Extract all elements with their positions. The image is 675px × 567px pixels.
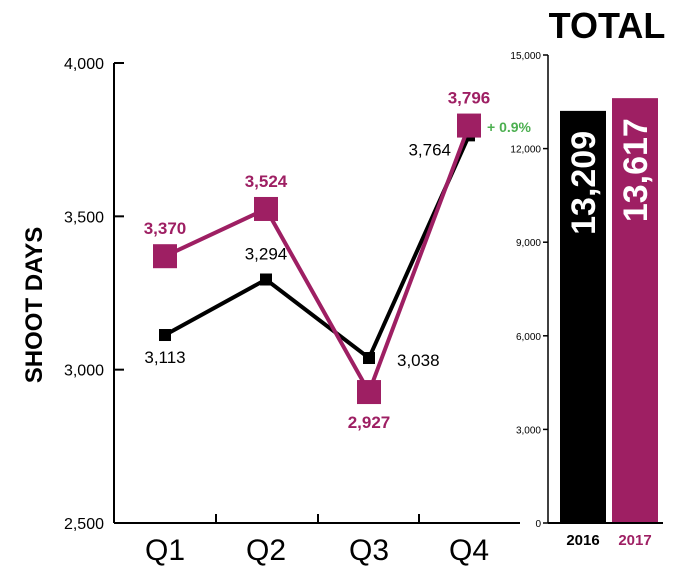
total-bar-value-label: 13,209 <box>565 131 603 235</box>
bar-y-tick-label: 12,000 <box>510 145 541 156</box>
series-2016-value-label: 3,038 <box>397 351 440 370</box>
y-axis-title: SHOOT DAYS <box>21 227 48 383</box>
bar-bars: 13,209 2016 13,617 2017 <box>560 98 658 549</box>
series-2017-point <box>153 244 177 269</box>
series-2016-value-label: 3,764 <box>408 140 451 159</box>
bar-y-tick-label: 3,000 <box>516 425 541 436</box>
x-ticks: Q1 Q2 Q3 Q4 <box>145 514 489 567</box>
total-bar-value-label: 13,617 <box>617 118 655 222</box>
series-2017-value-label: 3,524 <box>245 172 288 191</box>
total-bar-2017 <box>612 98 658 523</box>
y-tick-label: 2,500 <box>64 516 104 533</box>
total-bar-2016 <box>560 110 606 523</box>
bar-y-tick-label: 15,000 <box>510 51 541 62</box>
series-2016-value-label: 3,113 <box>144 348 185 367</box>
total-title: TOTAL <box>549 5 666 46</box>
y-tick-label: 3,000 <box>64 363 104 380</box>
change-annotation: + 0.9% <box>487 119 532 135</box>
line-series <box>153 113 481 405</box>
series-2017-point <box>357 380 381 405</box>
series-2017-point <box>254 196 278 221</box>
y-tick-label: 4,000 <box>64 56 104 73</box>
series-2017-line <box>164 124 471 397</box>
series-2017-point <box>457 113 481 138</box>
x-category-label: Q1 <box>145 534 185 567</box>
bar-y-ticks: 0 3,000 6,000 9,000 12,000 15,000 <box>510 51 548 530</box>
series-2016-line <box>164 134 471 362</box>
x-category-label: Q3 <box>349 534 389 567</box>
total-bar-category-label: 2016 <box>566 532 599 549</box>
y-tick-label: 3,500 <box>64 209 104 226</box>
line-chart: SHOOT DAYS 2,500 3,000 3,500 4,000 Q1 Q2 Q3 Q4… <box>21 56 532 567</box>
bar-y-tick-label: 0 <box>535 519 541 530</box>
x-category-label: Q2 <box>246 534 286 567</box>
bar-y-tick-label: 9,000 <box>516 238 541 249</box>
series-2016-point <box>363 352 375 365</box>
bar-y-tick-label: 6,000 <box>516 332 541 343</box>
total-bar-chart: TOTAL 0 3,000 6,000 9,000 12,000 15,000 13,20… <box>510 5 665 549</box>
x-category-label: Q4 <box>449 534 489 567</box>
series-2016-point <box>159 329 171 342</box>
y-ticks: 2,500 3,000 3,500 4,000 <box>64 56 124 533</box>
series-2016-point <box>260 273 272 286</box>
data-labels: 3,113 3,294 3,038 3,764 3,370 3,524 2,927 3,796 <box>144 89 491 432</box>
series-2017-value-label: 2,927 <box>348 413 391 432</box>
total-bar-category-label: 2017 <box>618 532 651 549</box>
series-2017-value-label: 3,796 <box>448 89 491 108</box>
series-2016-value-label: 3,294 <box>245 245 288 264</box>
series-2017-value-label: 3,370 <box>144 219 187 238</box>
